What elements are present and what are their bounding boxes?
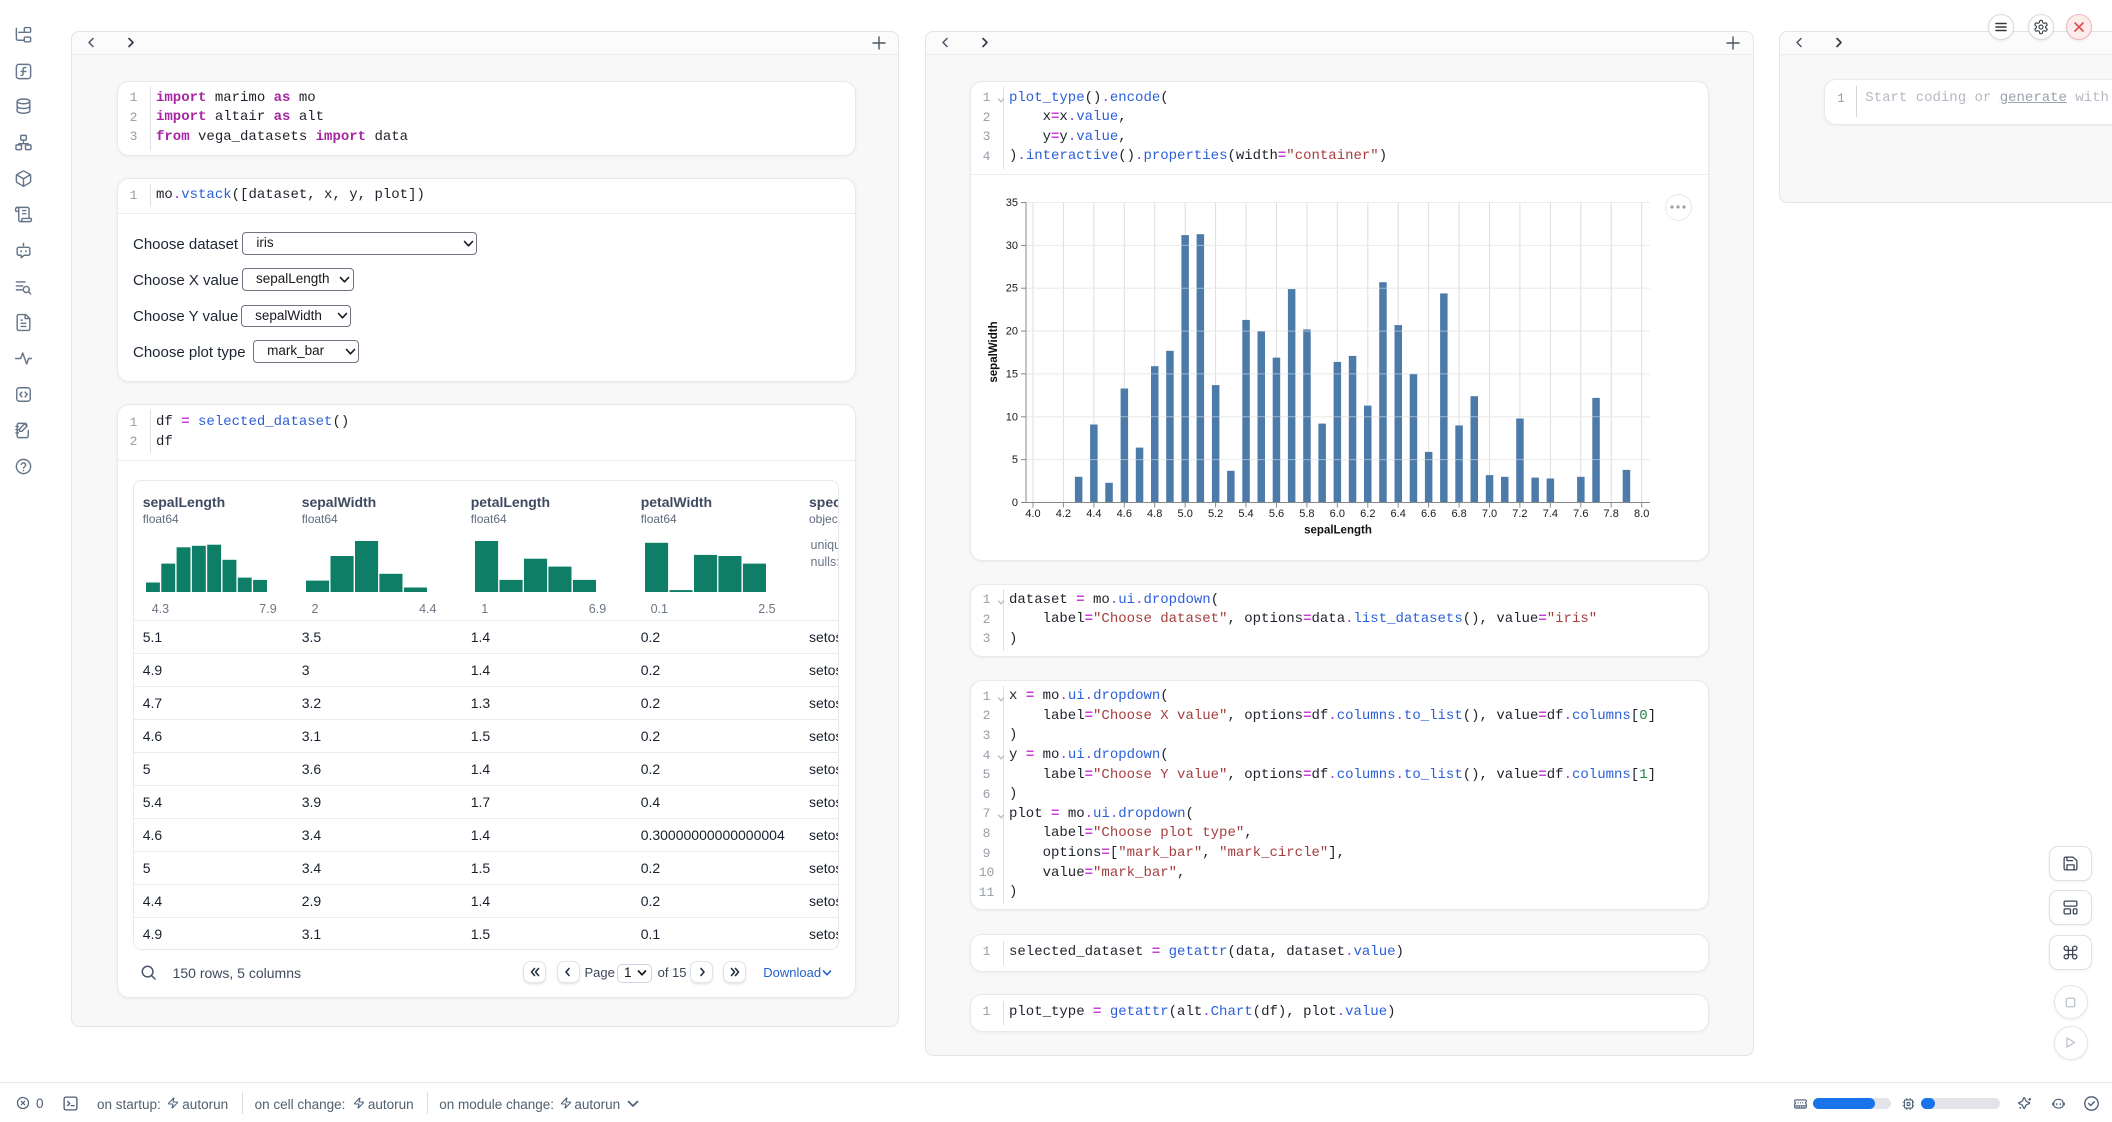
svg-text:15: 15 bbox=[1006, 368, 1018, 380]
svg-text:6.8: 6.8 bbox=[1451, 508, 1466, 520]
svg-text:6.2: 6.2 bbox=[1360, 508, 1375, 520]
svg-text:7.4: 7.4 bbox=[1543, 508, 1558, 520]
svg-text:8.0: 8.0 bbox=[1634, 508, 1649, 520]
svg-text:30: 30 bbox=[1006, 240, 1018, 252]
svg-text:4.0: 4.0 bbox=[1025, 508, 1040, 520]
svg-text:7.6: 7.6 bbox=[1573, 508, 1588, 520]
svg-text:4.4: 4.4 bbox=[1086, 508, 1101, 520]
svg-text:sepalLength: sepalLength bbox=[1304, 525, 1372, 537]
svg-text:5.6: 5.6 bbox=[1269, 508, 1284, 520]
svg-text:4.6: 4.6 bbox=[1117, 508, 1132, 520]
svg-text:7.2: 7.2 bbox=[1512, 508, 1527, 520]
svg-text:35: 35 bbox=[1006, 197, 1018, 209]
svg-text:6.4: 6.4 bbox=[1391, 508, 1406, 520]
svg-text:5: 5 bbox=[1012, 454, 1018, 466]
svg-text:25: 25 bbox=[1006, 283, 1018, 295]
svg-text:7.0: 7.0 bbox=[1482, 508, 1497, 520]
svg-text:6.0: 6.0 bbox=[1330, 508, 1345, 520]
svg-text:4.2: 4.2 bbox=[1056, 508, 1071, 520]
svg-text:5.0: 5.0 bbox=[1178, 508, 1193, 520]
svg-text:sepalWidth: sepalWidth bbox=[988, 321, 1000, 382]
svg-text:5.2: 5.2 bbox=[1208, 508, 1223, 520]
svg-text:6.6: 6.6 bbox=[1421, 508, 1436, 520]
svg-text:4.8: 4.8 bbox=[1147, 508, 1162, 520]
svg-text:7.8: 7.8 bbox=[1604, 508, 1619, 520]
svg-text:5.8: 5.8 bbox=[1299, 508, 1314, 520]
svg-text:0: 0 bbox=[1012, 497, 1018, 509]
svg-text:20: 20 bbox=[1006, 326, 1018, 338]
svg-text:5.4: 5.4 bbox=[1238, 508, 1253, 520]
svg-text:10: 10 bbox=[1006, 411, 1018, 423]
